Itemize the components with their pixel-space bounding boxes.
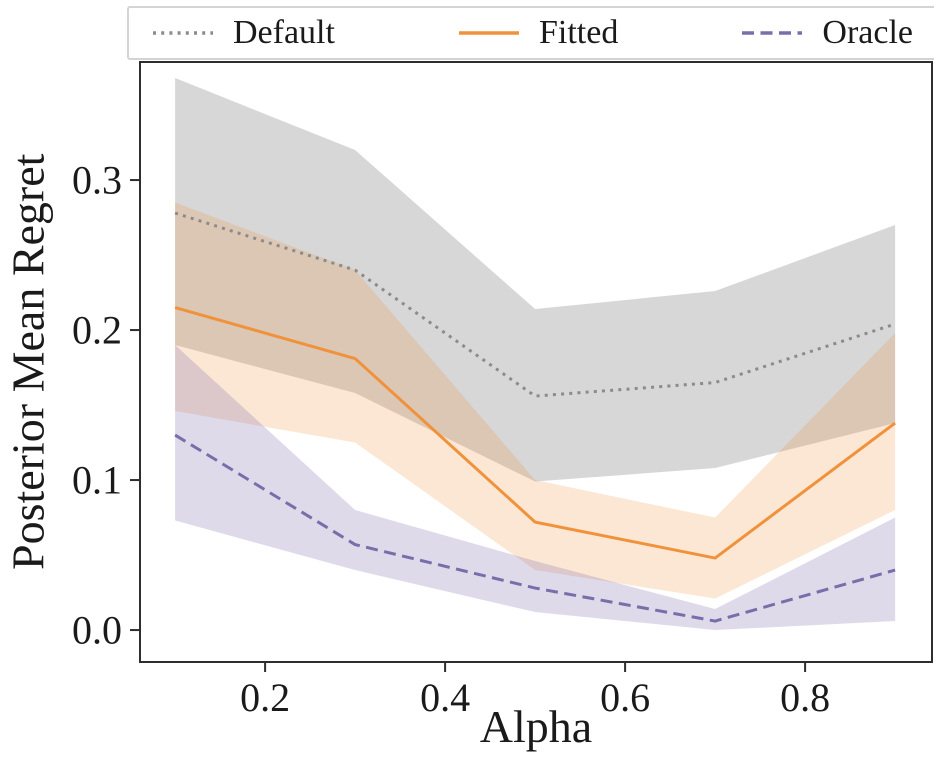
legend-label-oracle: Oracle bbox=[822, 14, 913, 51]
x-axis-label: Alpha bbox=[479, 701, 593, 752]
y-axis-label: Posterior Mean Regret bbox=[2, 153, 54, 571]
legend-item-oracle: Oracle bbox=[740, 16, 913, 50]
legend-label-fitted: Fitted bbox=[539, 14, 619, 51]
legend: Default Fitted Oracle bbox=[127, 6, 934, 60]
plot-frame bbox=[139, 61, 933, 663]
fitted-line-sample-icon bbox=[459, 31, 519, 35]
y-tick-label: 0.2 bbox=[72, 308, 122, 353]
oracle-line-sample-icon bbox=[742, 31, 803, 35]
x-tick-label: 0.4 bbox=[420, 675, 470, 720]
y-tick-label: 0.3 bbox=[72, 158, 122, 203]
legend-item-default: Default bbox=[151, 16, 335, 50]
y-tick-label: 0.1 bbox=[72, 458, 122, 503]
x-tick-label: 0.8 bbox=[780, 675, 830, 720]
band-oracle bbox=[175, 345, 896, 631]
plot-area bbox=[174, 78, 896, 631]
x-tick-label: 0.2 bbox=[240, 675, 290, 720]
band-default bbox=[175, 78, 896, 482]
line-oracle bbox=[174, 433, 896, 623]
line-fitted bbox=[174, 306, 896, 560]
band-fitted bbox=[175, 202, 896, 599]
line-default bbox=[174, 211, 896, 398]
x-tick-label: 0.6 bbox=[600, 675, 650, 720]
default-line-sample-icon bbox=[153, 31, 213, 35]
legend-label-default: Default bbox=[233, 14, 335, 51]
y-tick-label: 0.0 bbox=[72, 608, 122, 653]
legend-item-fitted: Fitted bbox=[457, 16, 618, 50]
